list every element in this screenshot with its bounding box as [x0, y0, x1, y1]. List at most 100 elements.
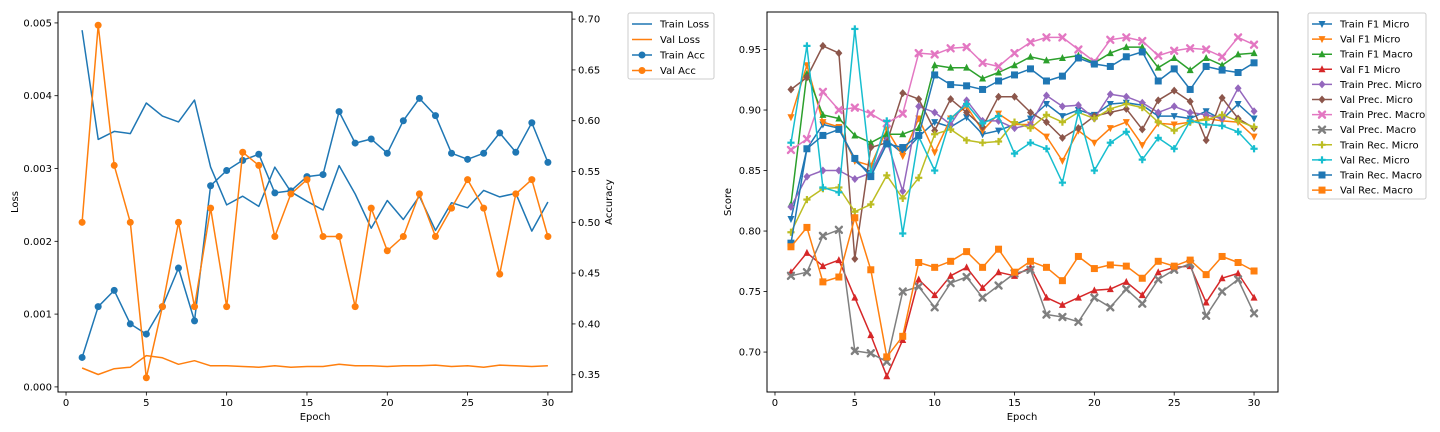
marker-stroke	[786, 145, 796, 155]
data-point-val-f1-micro	[1122, 277, 1130, 285]
marker-stroke	[1074, 317, 1083, 327]
y-tick-label: 0.002	[23, 237, 52, 248]
marker-stroke	[802, 267, 812, 277]
data-point-train-acc	[191, 317, 199, 325]
data-point-val-rec-macro	[1090, 265, 1098, 273]
data-point-val-rec-micro	[978, 119, 987, 127]
data-point-val-rec-macro	[851, 214, 859, 222]
data-point-train-acc	[496, 129, 504, 137]
data-point-train-acc	[351, 139, 359, 147]
marker-stroke	[802, 134, 812, 144]
data-point-val-f1-micro	[1042, 133, 1050, 141]
legend-entry-val-rec-macro: Val Rec. Macro	[1312, 186, 1413, 197]
data-point-val-rec-micro	[787, 139, 795, 147]
data-point-train-prec-micro	[851, 175, 859, 184]
right-legend-box	[1307, 12, 1427, 200]
data-point-val-rec-micro	[1250, 145, 1258, 153]
marker-stroke	[1233, 33, 1243, 42]
series-train-f1-macro	[787, 43, 1258, 208]
data-point-train-f1-macro	[995, 68, 1003, 76]
y-tick-label: 0.000	[23, 382, 52, 393]
data-point-val-prec-micro	[947, 95, 955, 104]
marker-stroke	[994, 281, 1003, 290]
marker-stroke	[818, 231, 828, 241]
data-point-train-prec-macro	[946, 44, 955, 53]
data-point-train-f1-micro	[995, 127, 1003, 135]
left-y-axis-ticks: 0.000 0.001 0.002 0.003 0.004 0.005	[23, 18, 58, 393]
right-x-axis-label: Epoch	[1007, 412, 1038, 423]
data-point-val-f1-micro	[1250, 293, 1258, 301]
data-point-val-prec-micro	[851, 254, 859, 263]
data-point-train-rec-macro	[1042, 77, 1050, 85]
data-point-train-rec-micro	[1058, 118, 1067, 126]
marker-stroke	[930, 50, 939, 59]
series-line-train-rec-micro	[790, 103, 1255, 233]
data-point-train-prec-macro	[1106, 35, 1115, 45]
data-point-train-rec-micro	[1250, 123, 1258, 131]
data-point-train-rec-micro	[1234, 117, 1242, 125]
legend-label: Val Prec. Micro	[1340, 95, 1413, 106]
data-point-val-prec-macro	[866, 349, 875, 358]
y2-tick-label: 0.50	[578, 218, 600, 229]
data-point-val-acc	[191, 303, 199, 311]
legend-label: Train F1 Micro	[1339, 20, 1409, 31]
data-point-train-f1-macro	[1122, 43, 1130, 51]
data-point-val-prec-micro	[1154, 96, 1162, 105]
x-tick-label: 25	[1168, 398, 1181, 409]
left-plot-frame	[57, 11, 573, 393]
data-point-val-prec-macro	[898, 287, 907, 296]
data-point-val-prec-micro	[1218, 93, 1226, 102]
data-point-train-f1-macro	[1106, 49, 1114, 57]
marker-stroke	[898, 287, 907, 296]
data-point-train-rec-micro	[947, 125, 955, 133]
data-point-val-rec-macro	[1202, 271, 1210, 279]
data-point-train-prec-macro	[1170, 46, 1179, 55]
data-point-train-rec-macro	[1186, 85, 1194, 93]
data-point-val-acc	[158, 303, 166, 311]
data-point-val-acc	[142, 374, 150, 382]
data-point-val-f1-micro	[1122, 119, 1130, 127]
data-point-val-prec-macro	[1122, 284, 1131, 294]
data-point-train-prec-micro	[1011, 124, 1019, 133]
right-y-axis-label: Score	[723, 188, 734, 216]
data-point-train-prec-macro	[1058, 33, 1067, 42]
data-point-val-prec-macro	[834, 225, 844, 235]
data-point-val-rec-micro	[1234, 128, 1242, 136]
data-point-train-rec-macro	[1090, 60, 1098, 68]
data-point-train-f1-micro	[1170, 113, 1178, 121]
data-point-train-rec-macro	[995, 77, 1003, 85]
data-point-train-f1-micro	[787, 215, 795, 223]
data-point-val-rec-macro	[1218, 252, 1226, 260]
series-line-train-f1-micro	[790, 102, 1255, 220]
data-point-train-f1-macro	[1234, 50, 1242, 58]
data-point-val-rec-micro	[835, 188, 843, 196]
data-point-val-prec-micro	[915, 95, 923, 104]
data-point-val-f1-micro	[819, 262, 827, 270]
data-point-val-f1-micro	[931, 149, 939, 157]
series-line-train-acc	[81, 97, 549, 358]
data-point-val-prec-macro	[1154, 275, 1163, 284]
series-train-rec-macro	[787, 48, 1258, 247]
marker-stroke	[946, 44, 955, 53]
legend-label: Val Prec. Macro	[1340, 125, 1416, 136]
data-point-train-f1-macro	[1042, 56, 1050, 64]
series-val-prec-macro	[786, 225, 1259, 366]
data-point-val-acc	[271, 233, 279, 241]
marker-stroke	[1201, 45, 1211, 54]
data-point-train-rec-micro	[851, 208, 859, 216]
data-point-val-rec-macro	[883, 353, 891, 361]
data-point-val-rec-micro	[931, 166, 939, 175]
data-point-train-f1-macro	[1138, 43, 1146, 51]
data-point-train-rec-macro	[931, 71, 939, 79]
legend-label: Train Loss	[659, 20, 709, 31]
data-point-val-acc	[351, 303, 359, 311]
left-plot-marks	[78, 21, 552, 382]
data-point-val-acc	[126, 218, 134, 226]
marker-stroke	[1201, 311, 1211, 320]
legend-entry-train-rec-macro: Train Rec. Macro	[1312, 171, 1422, 182]
y-tick-label: 0.003	[23, 164, 52, 175]
data-point-val-rec-micro	[1218, 122, 1226, 130]
data-point-train-prec-macro	[1026, 38, 1035, 47]
data-point-val-f1-micro	[1074, 293, 1082, 301]
data-point-train-rec-macro	[851, 154, 859, 162]
